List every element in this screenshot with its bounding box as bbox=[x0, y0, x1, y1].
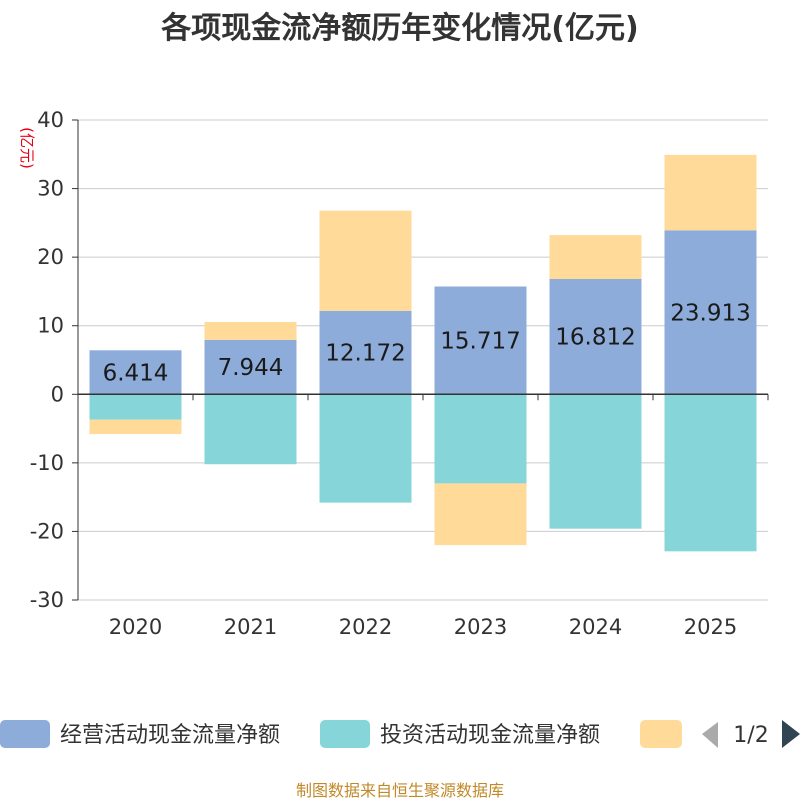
legend-page-indicator: 1/2 bbox=[733, 723, 768, 748]
y-tick-label: 10 bbox=[37, 314, 64, 338]
bar-2022-series-1 bbox=[319, 310, 412, 395]
bar-2024-series-1 bbox=[549, 279, 642, 395]
legend-item-3[interactable] bbox=[640, 720, 682, 748]
legend-swatch bbox=[0, 720, 50, 748]
bar-2020-series-2 bbox=[89, 394, 182, 420]
x-tick-label: 2024 bbox=[569, 615, 622, 639]
x-tick-label: 2022 bbox=[339, 615, 392, 639]
bar-2023-series-1 bbox=[434, 286, 527, 395]
y-tick-label: -30 bbox=[30, 588, 64, 612]
x-tick-label: 2025 bbox=[684, 615, 737, 639]
legend-swatch bbox=[320, 720, 370, 748]
y-tick-label: 0 bbox=[51, 382, 64, 406]
data-label: 23.913 bbox=[670, 300, 750, 326]
data-label: 7.944 bbox=[218, 355, 284, 381]
legend-label: 经营活动现金流量净额 bbox=[60, 723, 280, 748]
data-label: 12.172 bbox=[325, 341, 405, 367]
axes: 40 30 20 10 0 -10 -20 -30 2020 2021 2022 2023 2024 20… bbox=[30, 108, 769, 639]
x-tick-label: 2023 bbox=[454, 615, 507, 639]
y-tick-label: -10 bbox=[30, 451, 64, 475]
data-label: 16.812 bbox=[555, 325, 635, 351]
y-axis-unit-label: (亿元) bbox=[18, 127, 36, 169]
x-tick-label: 2020 bbox=[109, 615, 162, 639]
bar-2024-series-2 bbox=[549, 394, 642, 529]
triangle-right-icon[interactable] bbox=[782, 720, 800, 748]
bar-2025-series-3 bbox=[664, 154, 757, 231]
y-tick-label: -20 bbox=[30, 519, 64, 543]
bar-2025-series-2 bbox=[664, 394, 757, 552]
y-tick-label: 30 bbox=[37, 177, 64, 201]
bar-2021-series-1 bbox=[204, 339, 297, 395]
bar-2023-series-3 bbox=[434, 483, 527, 546]
bar-2020-series-1 bbox=[89, 350, 182, 395]
grid-lines bbox=[78, 119, 768, 601]
bar-2023-series-2 bbox=[434, 394, 527, 484]
legend-label: 投资活动现金流量净额 bbox=[380, 723, 600, 748]
bar-2021-series-3 bbox=[204, 321, 297, 340]
bar-2020-series-3 bbox=[89, 419, 182, 435]
data-label: 6.414 bbox=[103, 360, 169, 386]
bar-2022-series-3 bbox=[319, 210, 412, 311]
bars bbox=[89, 154, 757, 552]
source-footer: 制图数据来自恒生聚源数据库 bbox=[296, 781, 504, 800]
legend-swatch bbox=[640, 720, 682, 748]
bar-2024-series-3 bbox=[549, 235, 642, 280]
triangle-left-icon[interactable] bbox=[702, 722, 718, 748]
y-tick-label: 20 bbox=[37, 245, 64, 269]
chart-title: 各项现金流净额历年变化情况(亿元) bbox=[160, 11, 638, 46]
bar-2025-series-1 bbox=[664, 230, 757, 395]
data-label: 15.717 bbox=[440, 328, 520, 354]
x-tick-label: 2021 bbox=[224, 615, 277, 639]
legend-item-2[interactable]: 投资活动现金流量净额 bbox=[320, 720, 600, 748]
legend: 经营活动现金流量净额 投资活动现金流量净额 1/2 bbox=[0, 720, 800, 748]
bar-2021-series-2 bbox=[204, 394, 297, 465]
y-tick-label: 40 bbox=[37, 108, 64, 132]
legend-item-1[interactable]: 经营活动现金流量净额 bbox=[0, 720, 280, 748]
data-labels: 6.414 7.944 12.172 15.717 16.812 23.913 bbox=[103, 300, 751, 386]
bar-2022-series-2 bbox=[319, 394, 412, 503]
